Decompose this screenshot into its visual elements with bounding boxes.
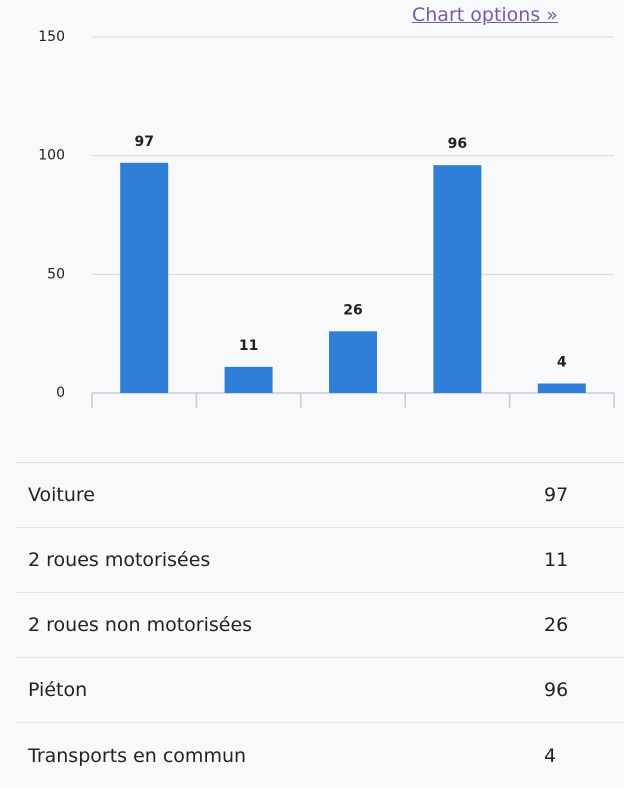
row-label: 2 roues non motorisées — [28, 614, 253, 636]
table-row: Voiture 97 — [16, 463, 624, 528]
bar — [537, 383, 586, 393]
data-label: 26 — [343, 302, 362, 318]
bar — [329, 331, 377, 393]
y-tick-label: 100 — [38, 148, 65, 164]
data-label: 97 — [134, 134, 153, 150]
chart-options-link[interactable]: Chart options » — [412, 4, 558, 26]
row-label: Transports en commun — [28, 744, 247, 767]
row-label: Piéton — [28, 679, 88, 701]
row-label: Voiture — [28, 484, 96, 506]
table-row: Piéton 96 — [16, 658, 624, 723]
data-label: 11 — [239, 338, 258, 354]
row-value: 26 — [544, 614, 569, 636]
table-row: 2 roues motorisées 11 — [16, 528, 624, 593]
table-row: 2 roues non motorisées 26 — [16, 593, 624, 658]
row-label: 2 roues motorisées — [28, 549, 211, 571]
chart: 0 50 100 150 97 11 26 96 4 — [38, 29, 615, 408]
table-row: Transports en commun 4 — [16, 723, 624, 788]
row-value: 96 — [544, 679, 569, 701]
data-label: 96 — [448, 136, 467, 152]
y-tick-label: 50 — [47, 266, 65, 282]
bar — [433, 165, 482, 393]
bar — [120, 162, 169, 393]
y-tick-label: 150 — [38, 29, 65, 45]
row-value: 97 — [544, 484, 569, 506]
row-value: 4 — [544, 744, 557, 767]
data-label: 4 — [557, 355, 567, 371]
row-value: 11 — [544, 549, 569, 571]
data-table: Voiture 97 2 roues motorisées 11 2 roues non… — [16, 462, 624, 788]
y-tick-label: 0 — [56, 385, 65, 401]
bar — [224, 366, 273, 393]
